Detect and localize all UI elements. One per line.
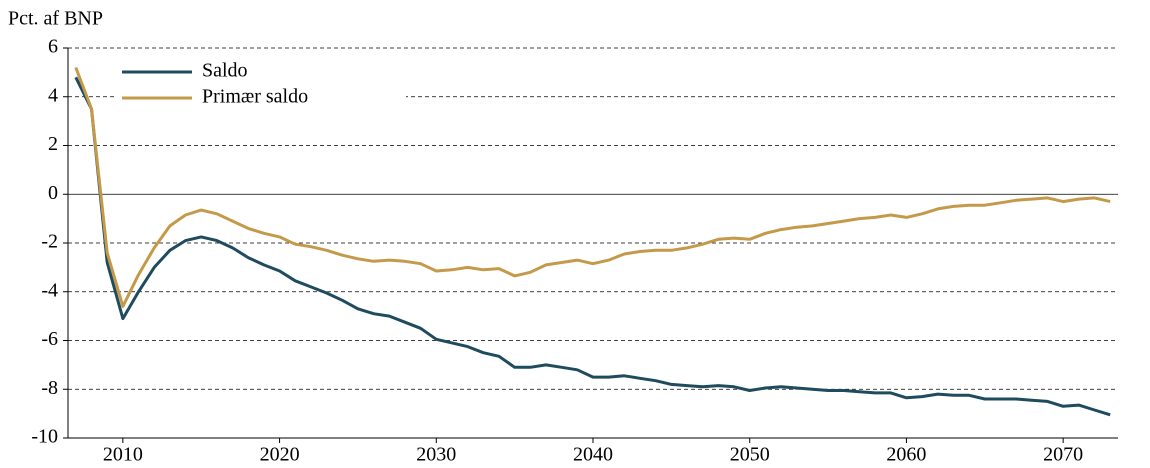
y-tick-label: -2 — [41, 231, 58, 253]
x-tick-label: 2030 — [416, 444, 456, 466]
y-axis-label: Pct. af BNP — [8, 8, 103, 30]
y-tick-label: 4 — [48, 84, 58, 106]
x-tick-label: 2040 — [573, 444, 613, 466]
x-tick-label: 2070 — [1043, 444, 1083, 466]
y-tick-label: 2 — [48, 133, 58, 155]
legend-box — [116, 56, 406, 114]
y-tick-label: 6 — [48, 36, 58, 58]
y-tick-label: -8 — [41, 377, 58, 399]
x-tick-label: 2050 — [730, 444, 770, 466]
y-tick-label: 0 — [48, 182, 58, 204]
x-tick-label: 2060 — [886, 444, 926, 466]
legend-label: Primær saldo — [202, 86, 308, 108]
series-line — [74, 76, 1111, 417]
series-line — [74, 66, 1111, 308]
y-tick-label: -6 — [41, 328, 58, 350]
legend-label: Saldo — [202, 60, 248, 82]
y-tick-label: -10 — [31, 426, 58, 448]
x-tick-label: 2020 — [260, 444, 300, 466]
x-tick-label: 2010 — [103, 444, 143, 466]
y-tick-label: -4 — [41, 279, 58, 301]
